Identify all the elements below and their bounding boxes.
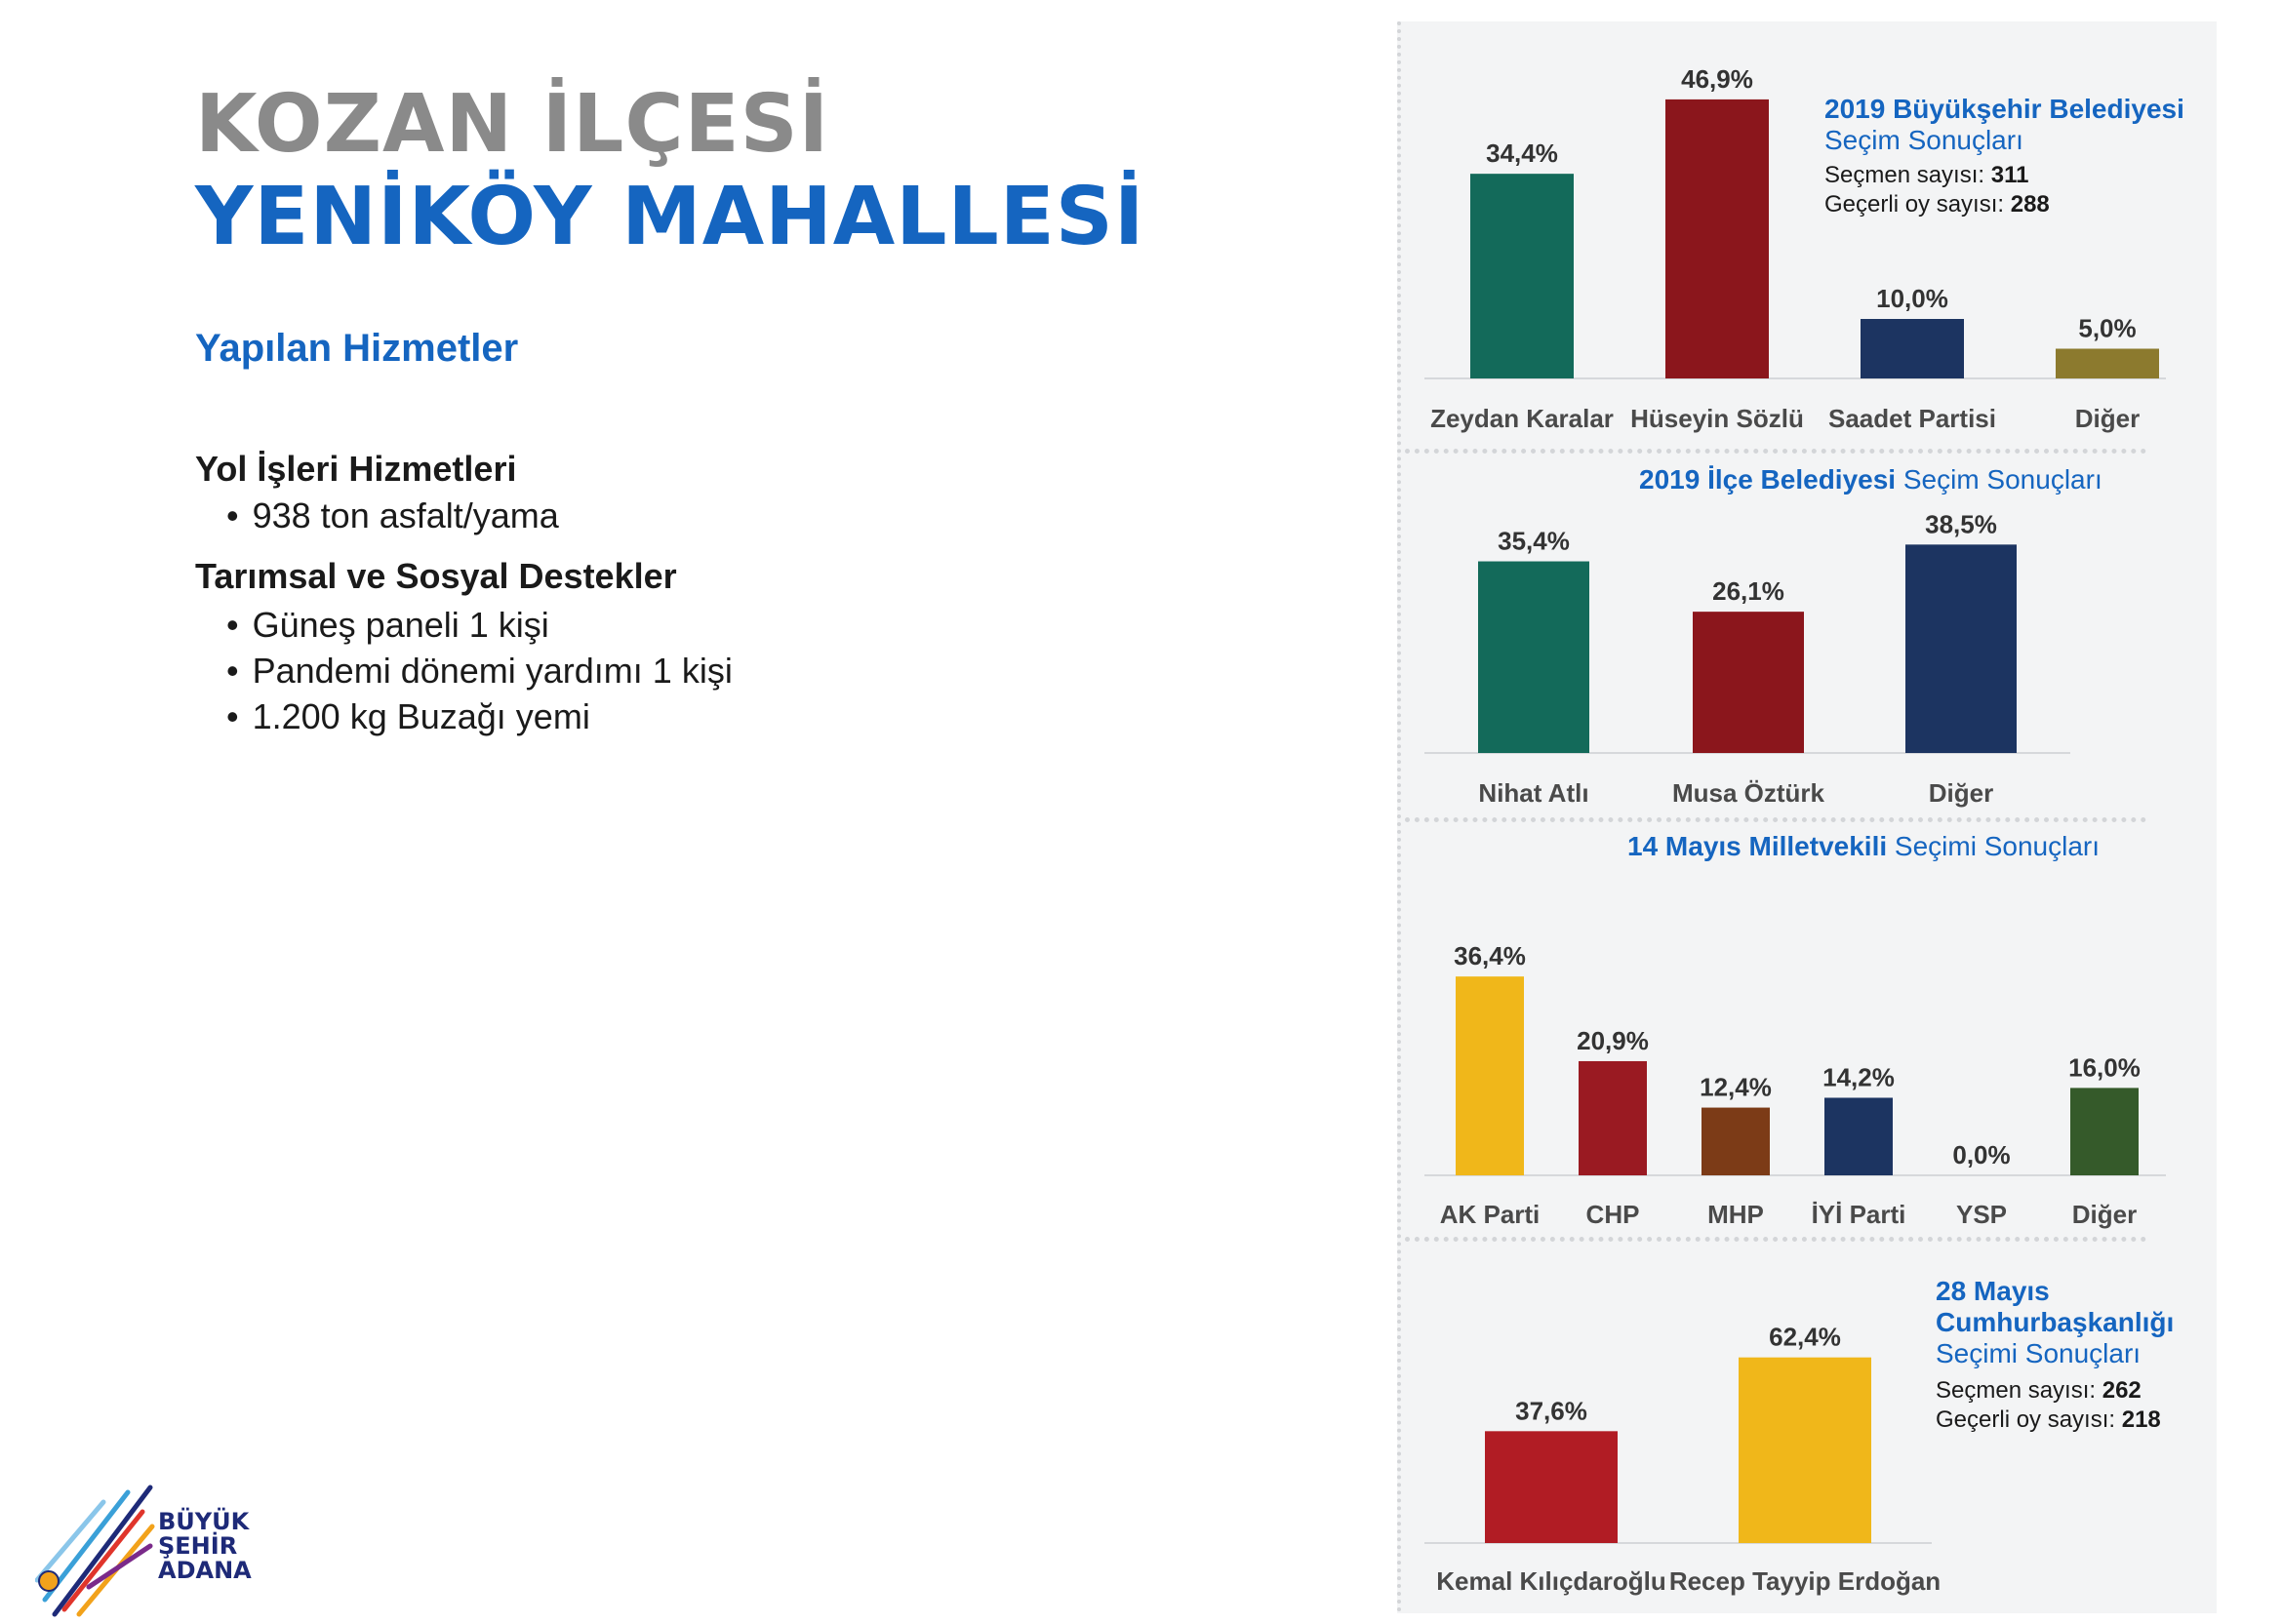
bar-value-label: 10,0% xyxy=(1876,284,1948,313)
chart1-title: 2019 Büyükşehir Belediyesi xyxy=(1824,94,2184,124)
category-label: AK Parti xyxy=(1440,1200,1541,1229)
chart4-title-line2: Cumhurbaşkanlığı xyxy=(1936,1307,2175,1337)
category-label: Zeydan Karalar xyxy=(1430,404,1614,433)
agri-social-heading: Tarımsal ve Sosyal Destekler xyxy=(195,556,677,596)
chart-3: 36,4% AK Parti 20,9% CHP 12,4% MHP 14,2% İYİ Pa… xyxy=(1424,941,2166,1229)
chart3-title: 14 Mayıs Milletvekili Seçimi Sonuçları xyxy=(1627,831,2101,861)
bar-value-label: 34,4% xyxy=(1486,139,1558,168)
chart1-annotation: 2019 Büyükşehir Belediyesi Seçim Sonuçla… xyxy=(1824,94,2184,218)
category-label: Diğer xyxy=(1929,778,1993,808)
adana-logo-mark xyxy=(35,1485,155,1617)
chart-bar xyxy=(1861,319,1964,378)
chart-bar xyxy=(2056,348,2159,378)
chart4-voters: Seçmen sayısı: 262 xyxy=(1936,1377,2142,1404)
service-item: 938 ton asfalt/yama xyxy=(226,495,559,536)
chart-bar xyxy=(1739,1357,1871,1543)
chart-2: 35,4% Nihat Atlı 26,1% Musa Öztürk 38,5% Diğe… xyxy=(1424,509,2070,808)
category-label: CHP xyxy=(1586,1200,1640,1229)
chart4-valid-votes: Geçerli oy sayısı: 218 xyxy=(1936,1406,2161,1433)
bar-value-label: 38,5% xyxy=(1925,509,1997,538)
chart-bar xyxy=(1905,544,2017,753)
category-label: MHP xyxy=(1707,1200,1764,1229)
district-title: KOZAN İLÇESİ xyxy=(195,78,830,171)
chart-bar xyxy=(1579,1060,1647,1175)
chart1-voters: Seçmen sayısı: 311 xyxy=(1824,162,2029,188)
chart-bar xyxy=(1485,1431,1618,1543)
chart-4: 37,6% Kemal Kılıçdaroğlu 62,4% Recep Tayyip… xyxy=(1424,1323,1941,1596)
bar-value-label: 12,4% xyxy=(1700,1073,1772,1102)
chart-bar xyxy=(1665,99,1769,378)
category-label: Diğer xyxy=(2072,1200,2137,1229)
chart4-title-line1: 28 Mayıs xyxy=(1936,1276,2050,1306)
bar-value-label: 26,1% xyxy=(1712,576,1784,606)
chart4-subtitle: Seçimi Sonuçları xyxy=(1936,1338,2142,1368)
chart-bar xyxy=(1693,612,1804,753)
divider xyxy=(1405,449,2146,454)
chart-bar xyxy=(1470,174,1574,378)
bar-value-label: 14,2% xyxy=(1822,1062,1895,1091)
bar-value-label: 62,4% xyxy=(1769,1323,1841,1352)
bar-value-label: 37,6% xyxy=(1515,1396,1587,1425)
services-heading: Yapılan Hizmetler xyxy=(195,327,519,370)
chart-1: 34,4% Zeydan Karalar 46,9% Hüseyin Sözlü 10,… xyxy=(1424,64,2166,433)
bar-value-label: 20,9% xyxy=(1577,1026,1649,1055)
chart-bar xyxy=(1701,1107,1770,1175)
bar-value-label: 0,0% xyxy=(1952,1140,2010,1169)
bar-value-label: 35,4% xyxy=(1498,527,1570,556)
chart-bar xyxy=(2070,1088,2139,1175)
bar-value-label: 36,4% xyxy=(1454,941,1526,970)
chart4-annotation: 28 Mayıs Cumhurbaşkanlığı Seçimi Sonuçla… xyxy=(1936,1276,2174,1434)
chart1-subtitle: Seçim Sonuçları xyxy=(1824,125,2023,155)
logo-wordmark: BÜYÜK ŞEHİR ADANA xyxy=(158,1508,252,1584)
category-label: İYİ Parti xyxy=(1812,1200,1906,1229)
divider xyxy=(1405,817,2146,822)
service-item: Güneş paneli 1 kişi xyxy=(226,605,549,646)
bar-value-label: 16,0% xyxy=(2068,1052,2141,1082)
service-item: 1.200 kg Buzağı yemi xyxy=(226,696,590,737)
category-label: Nihat Atlı xyxy=(1478,778,1588,808)
category-label: Kemal Kılıçdaroğlu xyxy=(1436,1566,1666,1596)
chart2-title: 2019 İlçe Belediyesi Seçim Sonuçları xyxy=(1639,464,2102,495)
road-services-heading: Yol İşleri Hizmetleri xyxy=(195,449,517,489)
category-label: YSP xyxy=(1956,1200,2007,1229)
chart-bar xyxy=(1456,976,1524,1175)
chart1-valid-votes: Geçerli oy sayısı: 288 xyxy=(1824,191,2050,218)
chart-bar xyxy=(1478,561,1589,753)
category-label: Hüseyin Sözlü xyxy=(1630,404,1804,433)
category-label: Saadet Partisi xyxy=(1828,404,1996,433)
bar-value-label: 5,0% xyxy=(2078,314,2136,343)
category-label: Musa Öztürk xyxy=(1672,778,1825,808)
neighborhood-title: YENİKÖY MAHALLESİ xyxy=(195,171,1145,263)
service-item: Pandemi dönemi yardımı 1 kişi xyxy=(226,651,733,692)
bar-value-label: 46,9% xyxy=(1681,64,1753,94)
chart-bar xyxy=(1824,1097,1893,1175)
category-label: Diğer xyxy=(2075,404,2140,433)
category-label: Recep Tayyip Erdoğan xyxy=(1669,1566,1941,1596)
divider xyxy=(1405,1237,2146,1242)
